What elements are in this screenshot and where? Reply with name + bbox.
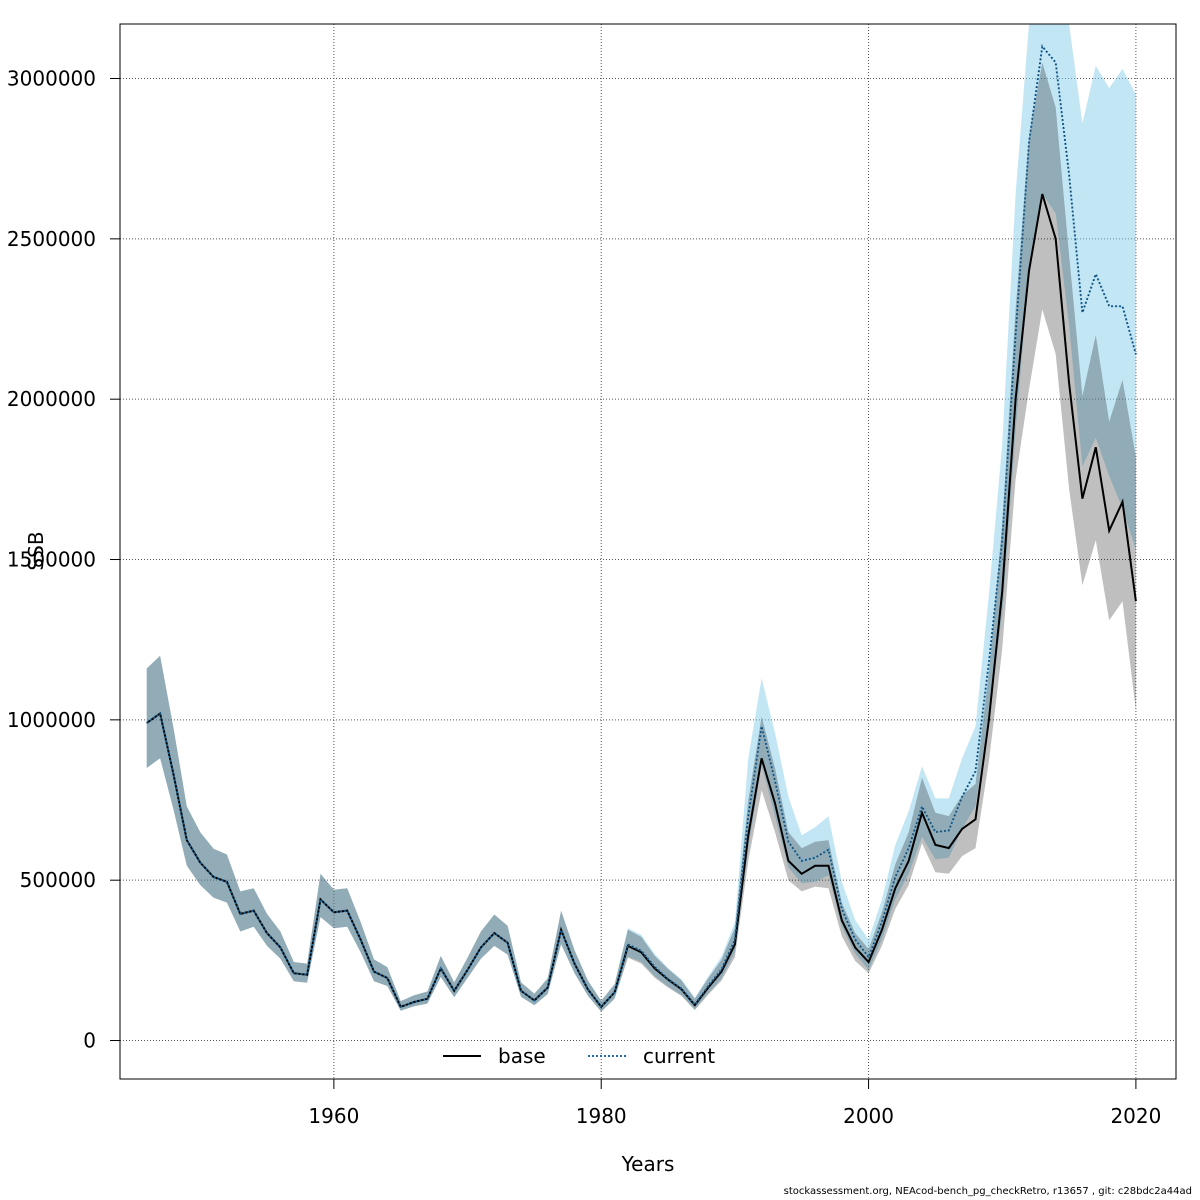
base-confidence-band bbox=[146, 62, 1136, 1012]
y-tick-label: 1500000 bbox=[7, 548, 96, 572]
grid-lines bbox=[120, 24, 1176, 1079]
y-tick-label: 3000000 bbox=[7, 67, 96, 91]
x-tick-label: 1980 bbox=[576, 1104, 627, 1128]
series-lines bbox=[146, 44, 1137, 1009]
series-line-current bbox=[146, 44, 1137, 1009]
confidence-bands bbox=[146, 24, 1136, 1012]
series-line-current-outline bbox=[146, 45, 1137, 1008]
y-tick-label: 1000000 bbox=[7, 708, 96, 732]
series-line-base bbox=[146, 193, 1137, 1009]
y-tick-label: 2500000 bbox=[7, 227, 96, 251]
x-tick-label: 1960 bbox=[308, 1104, 359, 1128]
footer-note: stockassessment.org, NEAcod-bench_pg_che… bbox=[783, 1186, 1192, 1197]
x-axis: 1960 1980 2000 2020 bbox=[308, 1079, 1161, 1128]
legend-label-current: current bbox=[643, 1044, 715, 1068]
current-confidence-band bbox=[146, 24, 1136, 1012]
plot-frame bbox=[119, 23, 1177, 1080]
y-axis-title: SSB bbox=[24, 531, 48, 570]
x-axis-title: Years bbox=[621, 1152, 675, 1176]
y-axis: 0 500000 1000000 1500000 2000000 2500000 30000… bbox=[7, 67, 120, 1053]
y-tick-label: 2000000 bbox=[7, 387, 96, 411]
y-tick-label: 0 bbox=[83, 1029, 96, 1053]
legend-label-base: base bbox=[498, 1044, 546, 1068]
legend: base current bbox=[443, 1044, 715, 1068]
x-tick-label: 2020 bbox=[1110, 1104, 1161, 1128]
y-tick-label: 500000 bbox=[20, 868, 96, 892]
x-tick-label: 2000 bbox=[843, 1104, 894, 1128]
